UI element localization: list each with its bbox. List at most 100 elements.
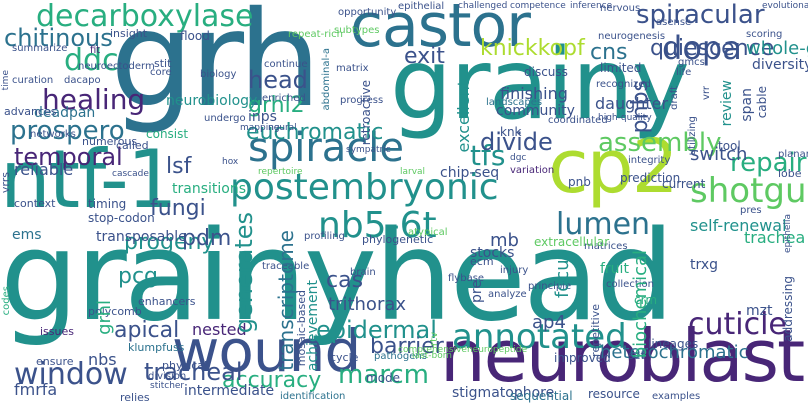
word-last-born: stigmatophore	[452, 385, 555, 401]
word-grainyhead: grainyhead	[0, 205, 675, 349]
word-enhancers: cable	[755, 86, 769, 119]
word-insight: planar	[778, 149, 808, 160]
word-abdominal-a: competence	[510, 1, 566, 11]
word-ap4: trithorax	[328, 294, 407, 315]
word-cns: cns	[590, 40, 628, 65]
word-trachea: mb	[490, 230, 519, 251]
word-ddc: ddc	[64, 43, 119, 78]
word-atypical: consist	[146, 127, 189, 141]
word-window: window	[14, 357, 128, 392]
word-neurobiology: review	[719, 80, 735, 127]
word-tfs: tfs	[470, 139, 506, 172]
word-ensure: recognized	[596, 79, 651, 90]
word-apical: generates	[230, 212, 258, 334]
word-pcg: progeny	[124, 230, 215, 255]
word-reliable: diversity	[752, 57, 808, 73]
word-extracellular: neural	[268, 123, 297, 133]
word-competence: identification	[280, 391, 346, 402]
word-advances: asense	[656, 17, 692, 28]
word-hox: lineages	[648, 337, 699, 351]
word-transitions: chip-seq	[440, 165, 500, 181]
word-integrity: mosaic-based	[295, 290, 308, 367]
word-accuracy: accuracy	[222, 368, 322, 393]
word-nervous: matrix	[336, 63, 369, 74]
word-subtypes: repetitive	[589, 304, 602, 357]
word-switch: ap4	[532, 312, 566, 333]
word-ems: daughter	[595, 94, 669, 113]
word-analyze: coordinated	[548, 115, 608, 126]
word-fit: epithelia	[783, 214, 793, 254]
word-variation: transitions	[172, 181, 246, 197]
word-transcriptome: intermediate	[184, 383, 275, 399]
word-quiescence: quiescence	[650, 36, 775, 61]
word-dacapo: nervous	[600, 3, 641, 14]
word-examples: deadpan	[34, 105, 96, 121]
word-euchromatic: euchromatic	[246, 120, 384, 145]
word-castor: castor	[350, 0, 531, 61]
word-division: trxg	[690, 257, 719, 273]
word-challenged: last-born	[412, 351, 452, 361]
word-daughter: stocks	[470, 245, 515, 261]
word-dgc: mzt	[746, 303, 773, 319]
word-fruit: switch	[690, 144, 748, 165]
word-comprehensiveneuropeptide: examples	[652, 391, 701, 402]
word-grhl2: grhl2	[248, 93, 305, 118]
word-opportunity: crm	[634, 293, 658, 307]
word-klumpfuss: ems	[12, 227, 42, 243]
word-gmcs: core	[150, 67, 172, 78]
word-biology: phylogenetic	[362, 233, 434, 246]
word-flood: lobe	[778, 167, 802, 180]
word-recognized: insight	[110, 27, 148, 40]
word-curation: tool	[718, 139, 741, 153]
word-injury: pnb	[568, 175, 591, 189]
word-repeat-rich: extracellular	[534, 235, 610, 249]
word-vrrs: evolutionary	[762, 1, 808, 11]
word-spiracle: spiracle	[248, 125, 405, 171]
word-finishing: grhl	[94, 300, 115, 335]
word-neurogenesis: fit	[90, 45, 101, 56]
word-assembly: pnbs	[628, 80, 653, 134]
word-consist: principle	[528, 281, 572, 292]
word-trxg: whole-genome	[746, 38, 808, 59]
word-trithorax: fmrfa	[14, 380, 58, 399]
word-pdm: pcg	[118, 264, 159, 289]
word-healing: healing	[42, 83, 146, 116]
word-mb: cas	[326, 268, 364, 293]
word-chip-seq: self-renewal	[690, 216, 787, 235]
word-repair: repair	[730, 148, 807, 178]
word-grh: grh	[110, 0, 321, 137]
word-repetitive: dgc	[510, 153, 527, 163]
word-landscapes: neuroectoderm	[78, 61, 155, 72]
word-neuroectoderm: draft	[669, 86, 680, 110]
word-limited: flood	[180, 29, 210, 43]
word-pre: opportunity	[338, 7, 397, 18]
word-matrix: profiling	[304, 231, 345, 242]
word-networks: neurogenesis	[598, 31, 666, 42]
word-stit: pres	[740, 205, 762, 216]
word-cycle: vrrs	[0, 172, 12, 194]
word-deadpan: variation	[510, 165, 555, 176]
word-fungi: lsf	[166, 154, 192, 179]
word-dopa: dopa	[662, 29, 742, 67]
word-wound: wound	[172, 317, 361, 385]
word-pnb: klumpfuss	[128, 341, 185, 354]
word-life: stit	[154, 57, 172, 70]
word-traceable: discuss	[524, 65, 568, 79]
word-rtv: progress	[340, 95, 384, 106]
word-heterochromatic: nested	[192, 320, 247, 339]
word-intermediate: fruit	[600, 261, 629, 277]
word-prediction: polycomb	[88, 305, 142, 318]
word-cas: epidermal	[316, 316, 437, 344]
word-exit: exit	[404, 44, 445, 69]
word-grhl: relies	[120, 391, 150, 404]
word-continue: atypical	[408, 227, 448, 238]
word-pathogens: networks	[30, 129, 76, 140]
word-flybase: community	[496, 103, 575, 119]
word-coordinated: curation	[12, 75, 54, 86]
word-head: head	[248, 66, 308, 94]
word-called: limited	[600, 61, 642, 75]
word-fmrfa: pdm	[182, 226, 232, 251]
word-resource: neurobiology	[166, 93, 258, 109]
word-draft: larval	[400, 167, 426, 177]
